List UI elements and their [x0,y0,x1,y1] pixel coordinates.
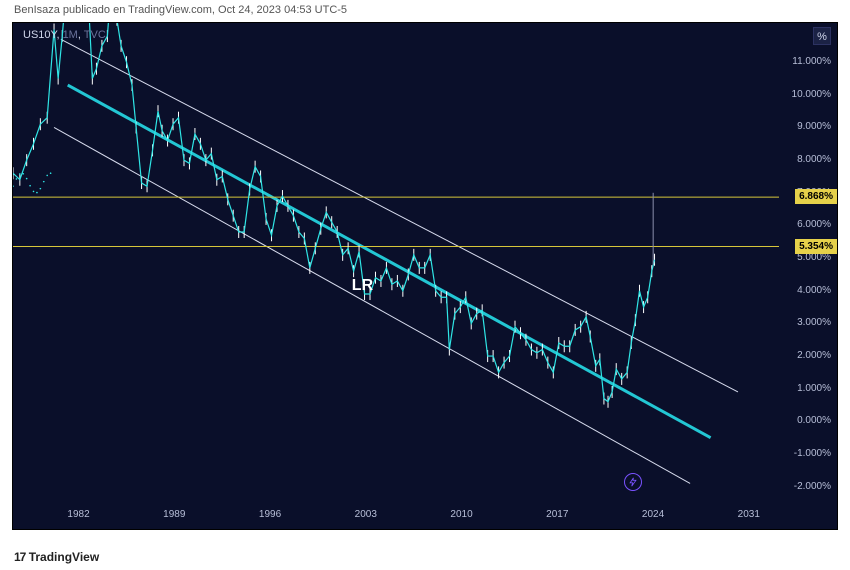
interval: 1M [63,29,78,41]
x-tick-label: 1982 [67,509,89,520]
y-tick-label: 4.000% [797,285,831,296]
y-tick-label: -1.000% [794,448,831,459]
y-tick-label: 9.000% [797,121,831,132]
x-tick-label: 1989 [163,509,185,520]
y-tick-label: 2.000% [797,350,831,361]
x-axis[interactable]: 1982 1989 1996 2003 2010 2017 2024 2031 [13,503,779,529]
y-tick-label: 6.000% [797,219,831,230]
y-tick-label: 11.000% [792,56,831,67]
plot-area[interactable]: US10Y, 1M, TVC LR [13,23,779,503]
lightning-icon[interactable] [624,473,642,491]
y-axis[interactable]: % -2.000% -1.000% 0.000% 1.000% 2.000% 3.000%… [779,23,837,503]
price-level-tag: 5.354% [795,239,837,254]
x-tick-label: 2003 [355,509,377,520]
ticker: US10Y [23,29,56,41]
symbol-legend: US10Y, 1M, TVC [23,29,106,41]
x-tick-label: 2031 [738,509,760,520]
data-source: TVC [84,29,106,41]
y-tick-label: 5.000% [797,252,831,263]
tradingview-text: TradingView [29,550,99,564]
y-tick-label: 1.000% [797,383,831,394]
price-level-tag: 6.868% [795,189,837,204]
y-tick-label: 3.000% [797,317,831,328]
tradingview-logo-icon: 17 [14,550,25,564]
scale-unit-toggle[interactable]: % [813,27,831,45]
x-tick-label: 2010 [450,509,472,520]
publish-caption: BenIsaza publicado en TradingView.com, O… [14,4,347,16]
regression-label: LR [352,277,373,295]
x-tick-label: 2017 [546,509,568,520]
x-tick-label: 1996 [259,509,281,520]
y-tick-label: 0.000% [797,415,831,426]
y-tick-label: -2.000% [794,481,831,492]
y-tick-label: 8.000% [797,154,831,165]
tradingview-watermark: 17 TradingView [14,550,99,564]
y-tick-label: 10.000% [792,89,831,100]
chart-container: US10Y, 1M, TVC LR % -2.000% -1.000% 0.000%… [12,22,838,530]
x-tick-label: 2024 [642,509,664,520]
